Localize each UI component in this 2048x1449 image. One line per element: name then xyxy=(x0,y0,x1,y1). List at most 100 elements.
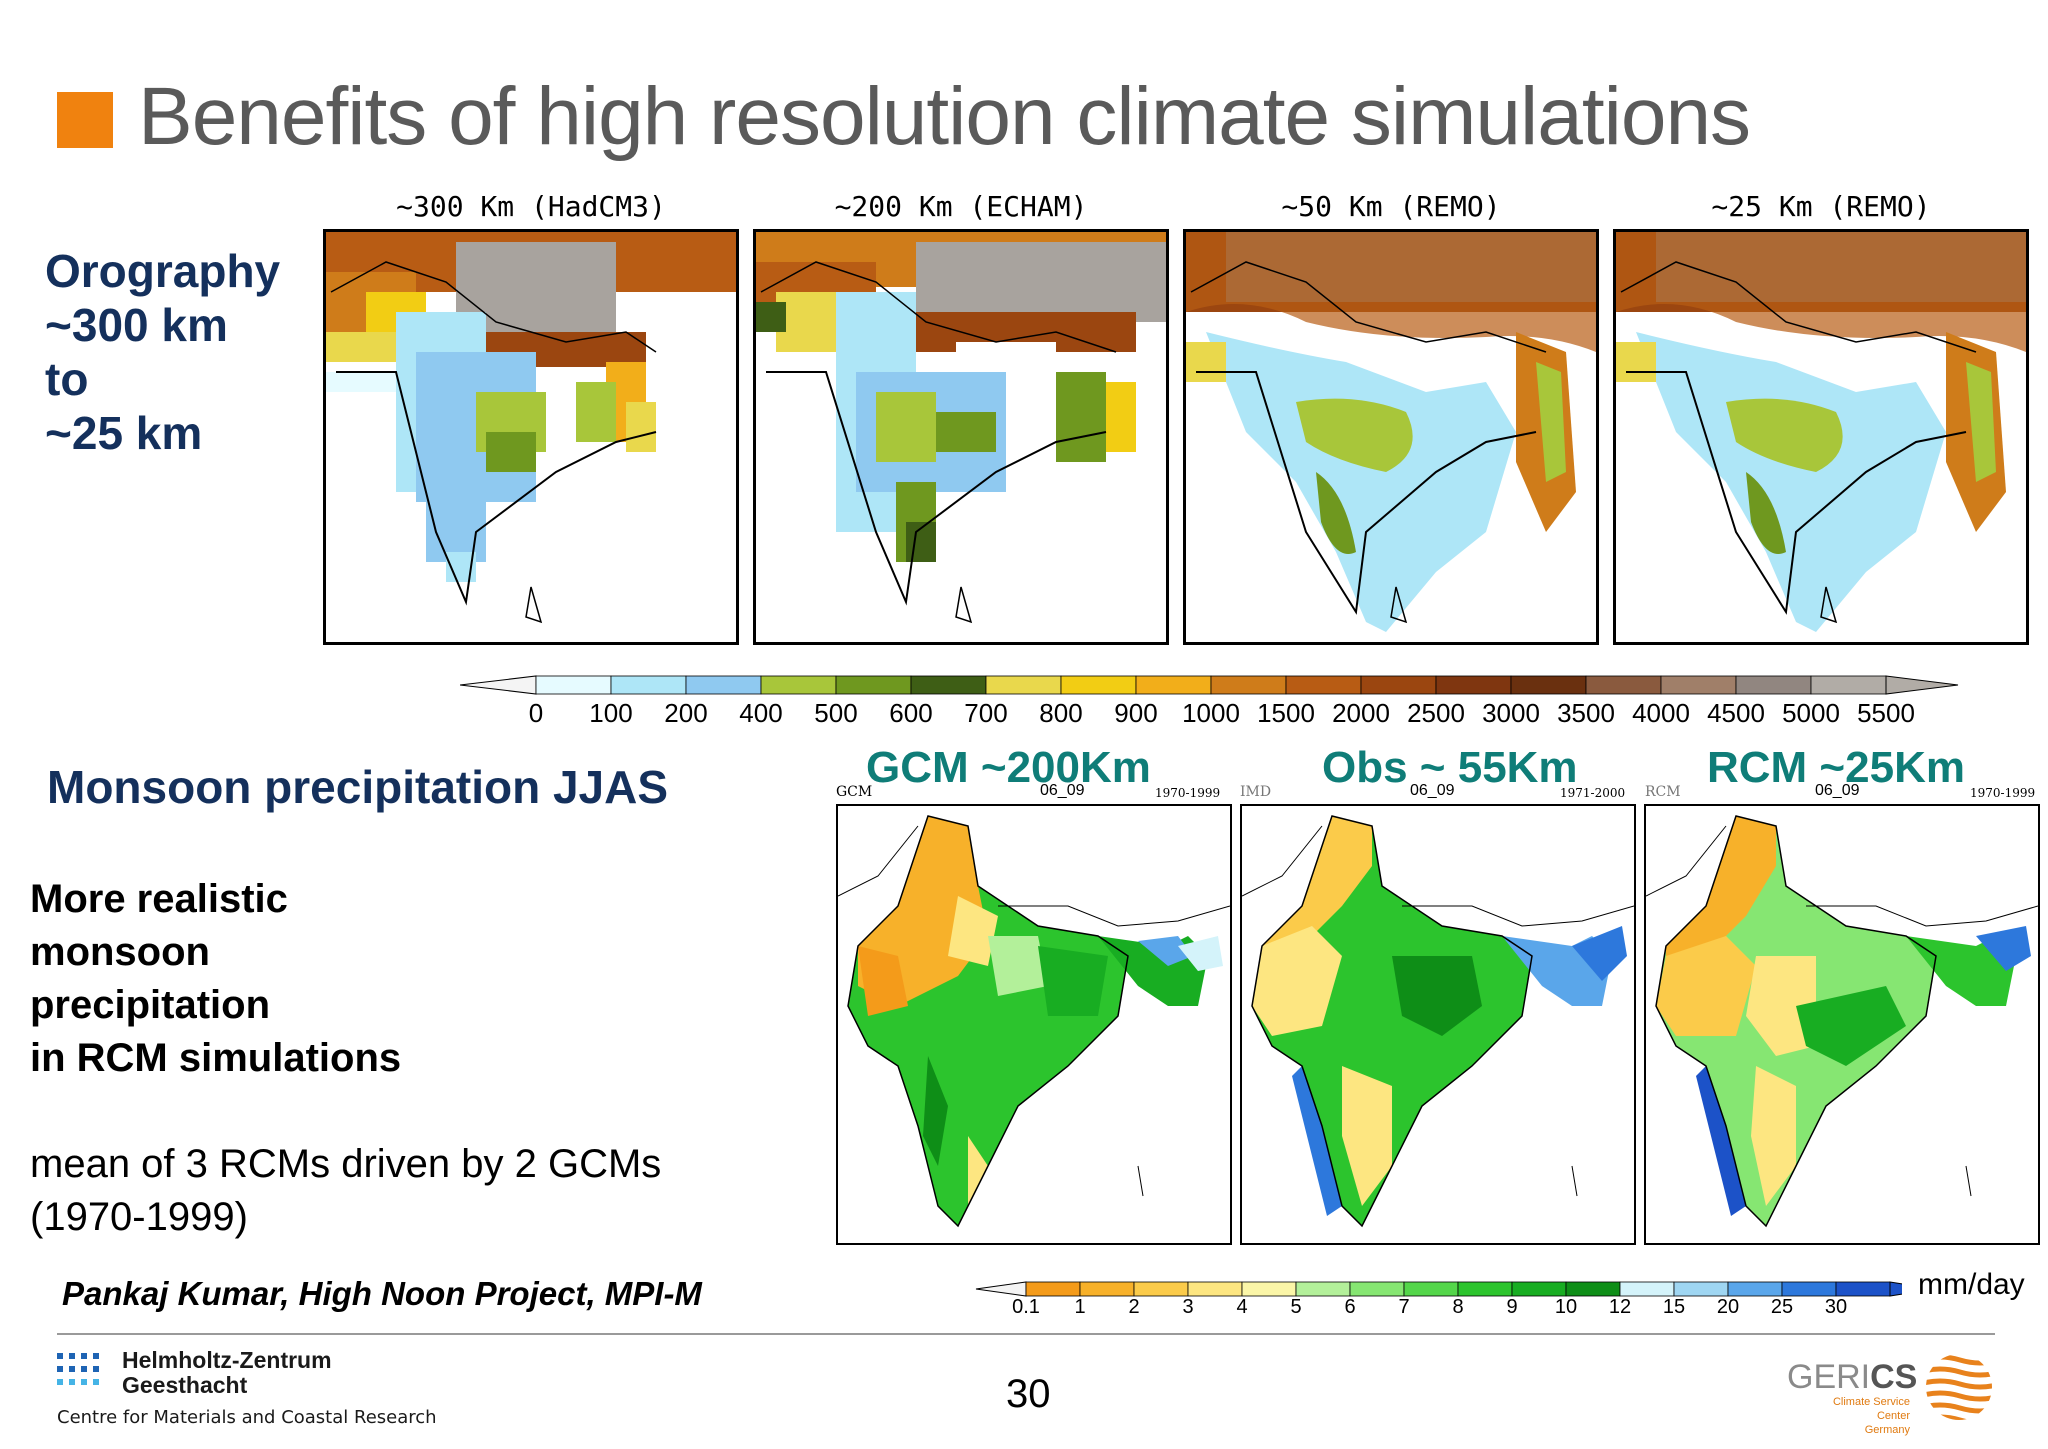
colorbar-segment xyxy=(1403,1281,1459,1297)
panel-tag-mid: 06_09 xyxy=(1410,782,1455,799)
colorbar-segment xyxy=(610,675,687,695)
orography-heading-line: ~25 km xyxy=(45,407,203,459)
colorbar-segment xyxy=(1781,1281,1837,1297)
colorbar-segment xyxy=(1210,675,1287,695)
orography-map-image xyxy=(756,232,1166,642)
precip-map-rcm xyxy=(1644,804,2040,1245)
colorbar-segment xyxy=(1835,1281,1891,1297)
monsoon-note-line: mean of 3 RCMs driven by 2 GCMs xyxy=(30,1142,662,1186)
monsoon-finding-line: monsoon xyxy=(30,930,210,974)
panel-tag-left: RCM xyxy=(1645,784,1681,800)
orography-colorbar-tick: 0 xyxy=(528,698,544,728)
precipitation-colorbar-tick: 10 xyxy=(1554,1296,1578,1318)
orography-map-echam xyxy=(753,229,1169,645)
precipitation-colorbar-tick: 4 xyxy=(1236,1296,1248,1318)
precipitation-colorbar-tick: 5 xyxy=(1290,1296,1302,1318)
orography-colorbar-tick: 700 xyxy=(964,698,1008,728)
precipitation-colorbar-tick: 12 xyxy=(1608,1296,1632,1318)
panel-tag-right: 1970-1999 xyxy=(1970,786,2036,800)
title-bullet-square xyxy=(57,92,113,148)
hzg-logo-line: Helmholtz-Zentrum xyxy=(122,1347,332,1373)
precipitation-colorbar-tick: 30 xyxy=(1824,1296,1848,1318)
colorbar-segment xyxy=(535,675,612,695)
orography-colorbar-tick: 3000 xyxy=(1482,698,1540,728)
colorbar-right-arrow xyxy=(1885,675,1959,695)
orography-colorbar-tick: 1500 xyxy=(1257,698,1315,728)
colorbar-segment xyxy=(1565,1281,1621,1297)
orography-colorbar-tick: 4500 xyxy=(1707,698,1765,728)
orography-map-remo-25km xyxy=(1613,229,2029,645)
precip-map-image xyxy=(1646,806,2038,1243)
colorbar-segment xyxy=(1511,1281,1567,1297)
hzg-dots-icon xyxy=(57,1353,99,1385)
panel-tag-right: 1971-2000 xyxy=(1560,786,1626,800)
colorbar-segment xyxy=(1285,675,1362,695)
precipitation-colorbar-tick: 7 xyxy=(1398,1296,1410,1318)
monsoon-note: mean of 3 RCMs driven by 2 GCMs (1970-19… xyxy=(30,1138,661,1244)
orography-colorbar-tick: 400 xyxy=(739,698,783,728)
precip-map-obs xyxy=(1240,804,1636,1245)
precipitation-colorbar-tick: 6 xyxy=(1344,1296,1356,1318)
hzg-logo xyxy=(57,1353,107,1397)
colorbar-segment xyxy=(1619,1281,1675,1297)
slide-title: Benefits of high resolution climate simu… xyxy=(138,71,1751,162)
orography-colorbar-tick: 900 xyxy=(1114,698,1158,728)
precipitation-colorbar xyxy=(975,1281,1902,1297)
orography-map-remo-50km xyxy=(1183,229,1599,645)
orography-colorbar-tick: 4000 xyxy=(1632,698,1690,728)
gerics-logo-prefix: GERI xyxy=(1787,1358,1871,1396)
orography-colorbar-tick: 5000 xyxy=(1782,698,1840,728)
gerics-logo-sub-line: Climate Service Center xyxy=(1832,1396,1910,1422)
monsoon-finding: More realistic monsoon precipitation in … xyxy=(30,873,401,1085)
orography-colorbar-tick: 3500 xyxy=(1557,698,1615,728)
colorbar-segment xyxy=(1435,675,1512,695)
precipitation-colorbar-tick: 3 xyxy=(1182,1296,1194,1318)
orography-panel-label: ~25 Km (REMO) xyxy=(1711,190,1931,223)
orography-colorbar-tick: 1000 xyxy=(1182,698,1240,728)
precipitation-colorbar-tick: 9 xyxy=(1506,1296,1518,1318)
colorbar-segment xyxy=(1135,675,1212,695)
precip-map-image xyxy=(1242,806,1634,1243)
colorbar-segment xyxy=(1295,1281,1351,1297)
orography-map-hadcm3 xyxy=(323,229,739,645)
monsoon-panel-title: Obs ~ 55Km xyxy=(1322,743,1578,792)
orography-heading-line: ~300 km xyxy=(45,299,228,351)
hzg-logo-tagline: Centre for Materials and Coastal Researc… xyxy=(57,1407,437,1428)
colorbar-segment xyxy=(1349,1281,1405,1297)
gerics-logo-suffix: CS xyxy=(1870,1358,1918,1396)
colorbar-segment xyxy=(1810,675,1887,695)
colorbar-segment xyxy=(1187,1281,1243,1297)
colorbar-segment xyxy=(1585,675,1662,695)
monsoon-finding-line: precipitation xyxy=(30,983,271,1027)
orography-map-image xyxy=(326,232,736,642)
monsoon-panel-title: GCM ~200Km xyxy=(866,743,1151,792)
colorbar-segment xyxy=(1025,1281,1081,1297)
colorbar-segment xyxy=(1727,1281,1783,1297)
orography-colorbar-tick: 800 xyxy=(1039,698,1083,728)
panel-tag-mid: 06_09 xyxy=(1040,782,1085,799)
orography-colorbar-tick: 5500 xyxy=(1857,698,1915,728)
colorbar-segment xyxy=(1060,675,1137,695)
orography-panel-label: ~50 Km (REMO) xyxy=(1281,190,1501,223)
orography-colorbar xyxy=(460,675,1959,695)
monsoon-panel-title: RCM ~25Km xyxy=(1707,743,1965,792)
orography-colorbar-tick: 2000 xyxy=(1332,698,1390,728)
gerics-logo-text: GERICS xyxy=(1787,1358,1917,1397)
panel-tag-mid: 06_09 xyxy=(1815,782,1860,799)
orography-panel-label: ~300 Km (HadCM3) xyxy=(396,190,666,223)
orography-heading-line: Orography xyxy=(45,245,281,297)
colorbar-segment xyxy=(1457,1281,1513,1297)
precipitation-unit: mm/day xyxy=(1918,1268,2025,1301)
precipitation-colorbar-tick: 2 xyxy=(1128,1296,1140,1318)
orography-map-image xyxy=(1616,232,2026,642)
colorbar-segment xyxy=(1510,675,1587,695)
precipitation-colorbar-tick: 20 xyxy=(1716,1296,1740,1318)
precipitation-colorbar-tick: 0.1 xyxy=(1012,1296,1040,1318)
orography-colorbar-tick: 100 xyxy=(589,698,633,728)
colorbar-segment xyxy=(910,675,987,695)
hzg-logo-line: Geesthacht xyxy=(122,1372,248,1398)
precipitation-colorbar-tick: 8 xyxy=(1452,1296,1464,1318)
monsoon-note-line: (1970-1999) xyxy=(30,1195,248,1239)
colorbar-left-arrow xyxy=(460,675,537,695)
monsoon-heading: Monsoon precipitation JJAS xyxy=(47,761,669,813)
